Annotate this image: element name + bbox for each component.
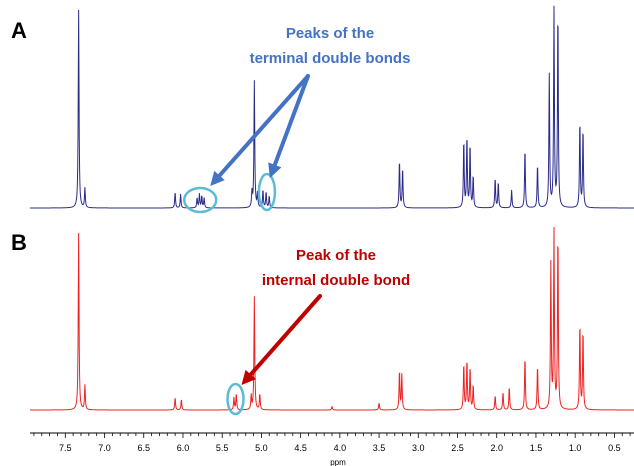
panel-label-b: B [11, 230, 27, 255]
x-tick-label: 2.0 [490, 443, 503, 453]
x-tick-label: 4.5 [294, 443, 307, 453]
panel-label-a: A [11, 18, 27, 43]
annotation-a-line1: Peaks of the [286, 25, 374, 42]
arrow-a-left [210, 74, 310, 186]
spectrum-trace-a [30, 5, 634, 209]
x-tick-label: 1.5 [530, 443, 543, 453]
arrow-a-right [268, 74, 310, 178]
x-axis: 7.5 7.0 6.5 6.0 5.5 5.0 4.5 4.0 3.5 3.0 2.5 2.0 1.5 1… [30, 432, 634, 453]
annotation-a-line2: terminal double bonds [250, 50, 411, 67]
highlight-layer [182, 172, 277, 416]
x-tick-label: 4.0 [334, 443, 347, 453]
x-tick-label: 3.0 [412, 443, 425, 453]
x-tick-label: 5.0 [255, 443, 268, 453]
x-tick-label: 1.0 [569, 443, 582, 453]
x-tick-label: 7.5 [59, 443, 72, 453]
highlight-ellipse-a2 [257, 172, 277, 212]
x-tick-label: 6.0 [177, 443, 190, 453]
annotation-b-line2: internal double bond [262, 272, 410, 289]
x-tick-label: 0.5 [608, 443, 621, 453]
arrow-layer [210, 74, 322, 385]
x-tick-label: 2.5 [451, 443, 464, 453]
highlight-ellipse-b [226, 382, 245, 416]
spectrum-trace-b [30, 227, 634, 411]
arrow-b [241, 294, 322, 385]
x-tick-label: 5.5 [216, 443, 229, 453]
x-tick-label: 3.5 [373, 443, 386, 453]
x-axis-label: ppm [330, 458, 346, 466]
annotation-b-line1: Peak of the [296, 247, 376, 264]
spectrum-a [30, 5, 634, 209]
highlight-ellipse-a1 [182, 186, 218, 214]
spectra-layer [30, 5, 634, 411]
x-tick-label: 6.5 [137, 443, 150, 453]
x-tick-label: 7.0 [98, 443, 111, 453]
spectrum-b [30, 227, 634, 411]
